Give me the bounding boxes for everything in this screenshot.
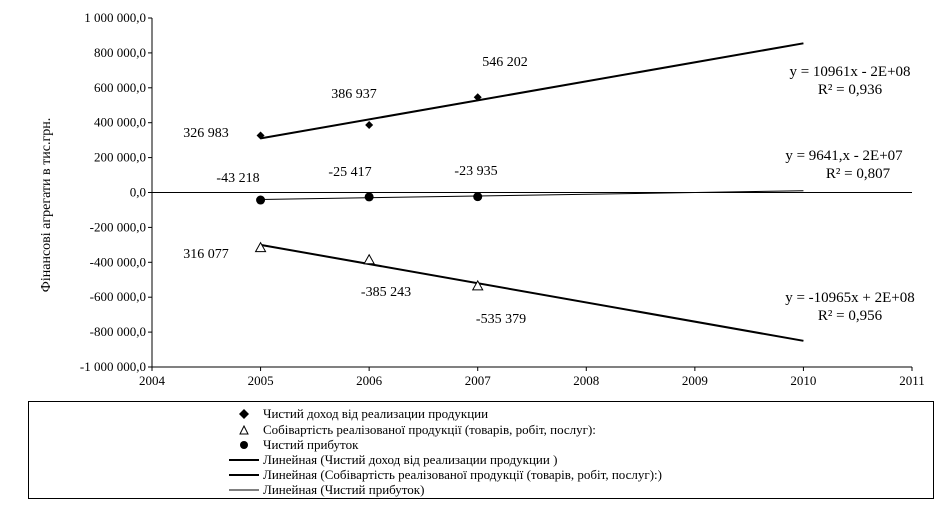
y-tick-label: 800 000,0 — [94, 45, 146, 60]
triangle-point — [254, 241, 267, 253]
legend-label: Чистий прибуток — [263, 437, 359, 452]
triangle-marker-icon — [229, 425, 259, 435]
triangle-point — [363, 253, 375, 265]
x-tick-label: 2005 — [248, 373, 274, 388]
legend-label: Линейная (Чистий прибуток) — [263, 482, 425, 497]
circle-point — [473, 192, 483, 202]
x-tick-label: 2004 — [139, 373, 166, 388]
trendline-r2: R² = 0,956 — [818, 308, 883, 324]
circle-marker-icon — [229, 440, 259, 450]
legend-label: Чистий доход від реализации продукции — [263, 406, 489, 421]
y-tick-label: 1 000 000,0 — [84, 10, 146, 25]
x-tick-label: 2011 — [899, 373, 925, 388]
data-label: 326 983 — [183, 126, 229, 141]
y-tick-label: -200 000,0 — [90, 219, 146, 234]
trendline-2 — [260, 190, 804, 200]
diamond-point — [365, 120, 374, 129]
legend-item-trend-profit: Линейная (Чистий прибуток) — [29, 482, 425, 497]
line-swatch-icon — [229, 488, 259, 492]
trendline-r2: R² = 0,936 — [818, 82, 883, 98]
data-label: -43 218 — [216, 171, 259, 186]
y-tick-label: -1 000 000,0 — [80, 359, 146, 374]
legend-item-cost: Собівартість реалізованої продукції (тов… — [29, 422, 596, 437]
data-label: -535 379 — [476, 312, 526, 327]
y-tick-label: 200 000,0 — [94, 150, 146, 165]
axes: 1 000 000,0 800 000,0 600 000,0 400 000,0 20… — [80, 10, 925, 388]
data-labels: 326 983 386 937 546 202 316 077 -385 243 -535… — [183, 55, 528, 327]
y-tick-label: 0,0 — [130, 185, 146, 200]
circle-point — [364, 192, 374, 202]
diamond-point — [473, 93, 482, 102]
x-tick-label: 2006 — [356, 373, 383, 388]
trendline-equation: y = 9641,x - 2E+07 — [785, 148, 903, 164]
line-swatch-icon — [229, 473, 259, 477]
diamond-point — [256, 131, 265, 140]
x-tick-label: 2008 — [573, 373, 599, 388]
x-tick-label: 2007 — [465, 373, 492, 388]
legend: Чистий доход від реализации продукции Со… — [28, 401, 934, 499]
legend-label: Линейная (Чистий доход від реализации пр… — [263, 452, 558, 467]
data-label: -25 417 — [328, 165, 371, 180]
trendline-equation: y = -10965x + 2E+08 — [785, 290, 915, 306]
trendline-equations: y = 10961x - 2E+08 R² = 0,936 y = -10965x … — [785, 64, 915, 324]
data-label: 546 202 — [482, 55, 528, 70]
data-label: 386 937 — [331, 87, 377, 102]
trendline-r2: R² = 0,807 — [826, 166, 891, 182]
legend-item-trend-cost: Линейная (Собівартість реалізованої прод… — [29, 467, 662, 482]
y-axis-label: Фінансові агрегати в тис.грн. — [39, 118, 54, 292]
legend-label: Линейная (Собівартість реалізованої прод… — [263, 467, 662, 482]
y-tick-label: 600 000,0 — [94, 80, 146, 95]
x-tick-label: 2009 — [682, 373, 708, 388]
trendlines — [260, 42, 804, 342]
y-tick-label: -800 000,0 — [90, 324, 146, 339]
legend-item-profit: Чистий прибуток — [29, 437, 359, 452]
y-tick-label: -600 000,0 — [90, 289, 146, 304]
diamond-marker-icon — [229, 409, 259, 419]
trendline-0 — [260, 42, 804, 140]
y-tick-label: -400 000,0 — [90, 254, 146, 269]
legend-item-revenue: Чистий доход від реализации продукции — [29, 406, 489, 421]
circle-point — [256, 195, 266, 205]
trendline-equation: y = 10961x - 2E+08 — [789, 64, 910, 80]
x-tick-label: 2010 — [790, 373, 816, 388]
data-label: 316 077 — [183, 247, 229, 262]
legend-item-trend-revenue: Линейная (Чистий доход від реализации пр… — [29, 452, 558, 467]
chart: Фінансові агрегати в тис.грн. 1 000 000,… — [39, 10, 925, 388]
line-swatch-icon — [229, 458, 259, 462]
data-points — [254, 93, 484, 291]
y-tick-label: 400 000,0 — [94, 115, 146, 130]
legend-label: Собівартість реалізованої продукції (тов… — [263, 422, 596, 437]
triangle-point — [471, 279, 484, 291]
data-label: -385 243 — [361, 285, 411, 300]
data-label: -23 935 — [454, 164, 497, 179]
trendline-1 — [260, 243, 804, 342]
